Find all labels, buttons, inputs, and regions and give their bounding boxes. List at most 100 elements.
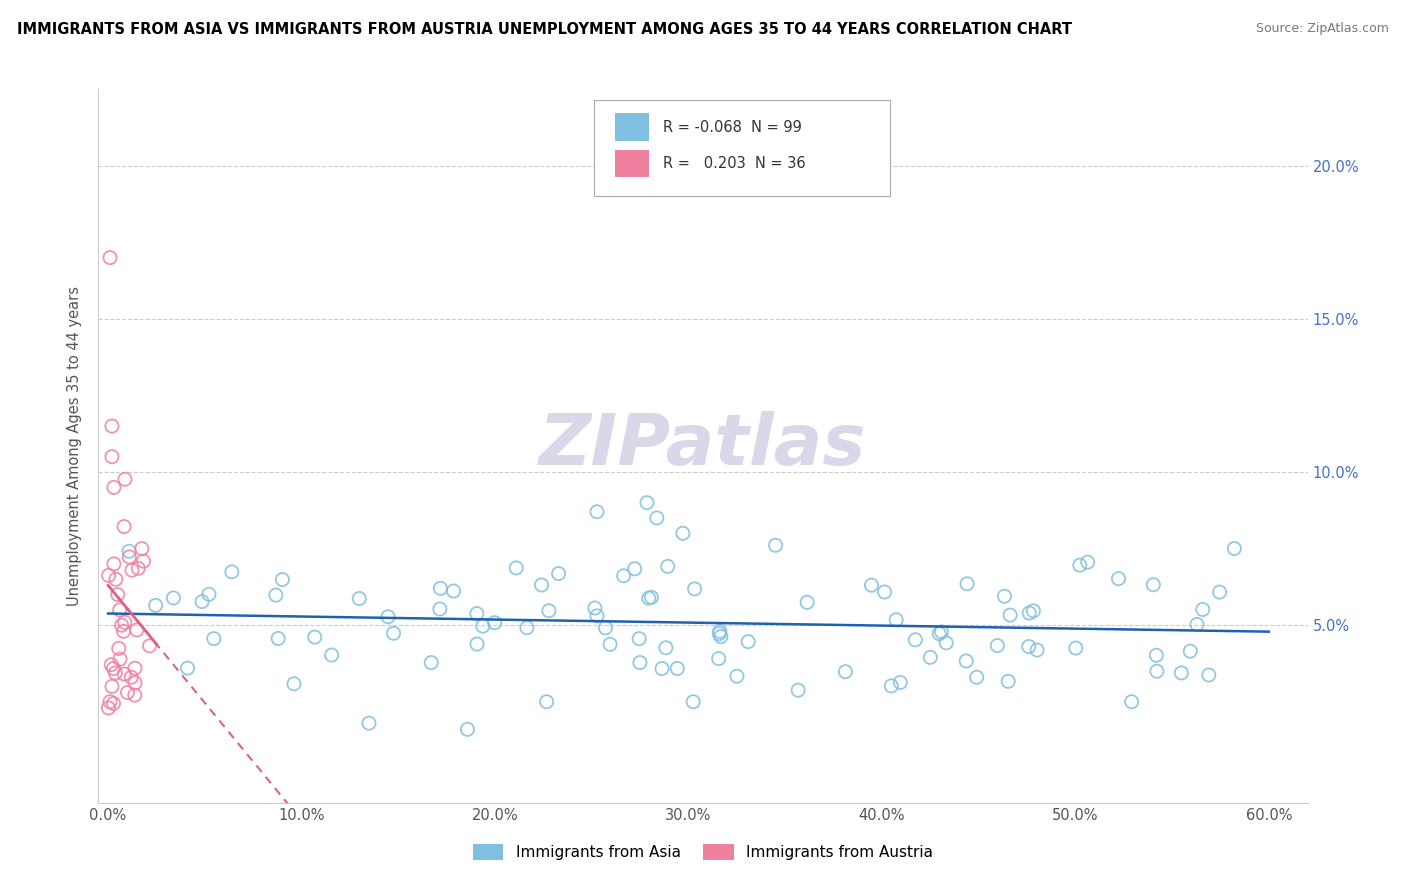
Point bbox=[465, 637, 488, 651]
Point bbox=[108, 603, 131, 617]
Point bbox=[1208, 585, 1230, 599]
Point bbox=[162, 591, 184, 605]
Point bbox=[536, 695, 558, 709]
Point bbox=[1142, 578, 1164, 592]
Point bbox=[103, 697, 125, 711]
Point bbox=[725, 669, 748, 683]
Point bbox=[628, 632, 651, 646]
Point bbox=[1223, 541, 1246, 556]
Point bbox=[456, 723, 478, 737]
Point bbox=[124, 661, 146, 675]
Point bbox=[108, 652, 131, 666]
Point bbox=[1077, 555, 1099, 569]
Point bbox=[1144, 648, 1167, 663]
Point bbox=[484, 615, 506, 630]
Point bbox=[1191, 602, 1213, 616]
Point bbox=[1069, 558, 1091, 573]
Point bbox=[112, 519, 135, 533]
Point bbox=[765, 538, 787, 552]
Point bbox=[1064, 641, 1087, 656]
Point bbox=[103, 480, 125, 494]
Point bbox=[884, 613, 907, 627]
Point bbox=[956, 576, 979, 591]
Point bbox=[112, 624, 135, 639]
Text: IMMIGRANTS FROM ASIA VS IMMIGRANTS FROM AUSTRIA UNEMPLOYMENT AMONG AGES 35 TO 44: IMMIGRANTS FROM ASIA VS IMMIGRANTS FROM … bbox=[17, 22, 1071, 37]
Point bbox=[1022, 604, 1045, 618]
Point bbox=[377, 609, 399, 624]
Point bbox=[710, 630, 733, 644]
FancyBboxPatch shape bbox=[595, 100, 890, 196]
Point bbox=[655, 640, 678, 655]
Point bbox=[103, 557, 125, 571]
Point bbox=[267, 632, 290, 646]
Point bbox=[125, 623, 148, 637]
Point bbox=[966, 670, 988, 684]
Point bbox=[860, 578, 883, 592]
Point bbox=[124, 688, 146, 702]
Point bbox=[683, 582, 706, 596]
Point bbox=[935, 636, 957, 650]
Y-axis label: Unemployment Among Ages 35 to 44 years: Unemployment Among Ages 35 to 44 years bbox=[67, 286, 83, 606]
Point bbox=[264, 588, 287, 602]
Point bbox=[191, 594, 214, 608]
Point bbox=[471, 619, 494, 633]
Point bbox=[101, 680, 124, 694]
Text: Source: ZipAtlas.com: Source: ZipAtlas.com bbox=[1256, 22, 1389, 36]
Point bbox=[111, 618, 134, 632]
Point bbox=[613, 568, 636, 582]
Point bbox=[103, 661, 125, 675]
Point bbox=[104, 572, 127, 586]
Point bbox=[101, 419, 124, 434]
Point bbox=[443, 584, 465, 599]
Point bbox=[530, 578, 553, 592]
Point bbox=[640, 591, 662, 605]
Point bbox=[100, 657, 122, 672]
Point bbox=[429, 582, 451, 596]
Point bbox=[537, 604, 560, 618]
Point bbox=[283, 677, 305, 691]
Point bbox=[382, 626, 405, 640]
Point bbox=[1121, 695, 1143, 709]
Point bbox=[997, 674, 1019, 689]
Point bbox=[120, 670, 142, 684]
Point bbox=[145, 599, 167, 613]
Point bbox=[114, 615, 136, 630]
Bar bbox=[614, 113, 648, 141]
Point bbox=[993, 589, 1015, 603]
Point bbox=[834, 665, 856, 679]
Point bbox=[465, 607, 488, 621]
Point bbox=[101, 450, 124, 464]
Point bbox=[920, 650, 942, 665]
Point bbox=[672, 526, 695, 541]
Point bbox=[429, 602, 451, 616]
Point bbox=[420, 656, 443, 670]
Point bbox=[516, 621, 538, 635]
Point bbox=[221, 565, 243, 579]
Point bbox=[1146, 664, 1168, 678]
Point bbox=[505, 561, 527, 575]
Point bbox=[121, 563, 143, 577]
Point bbox=[132, 554, 155, 568]
Point bbox=[787, 683, 810, 698]
Point bbox=[1185, 617, 1208, 632]
Point bbox=[97, 568, 120, 582]
Point bbox=[131, 541, 153, 556]
Point bbox=[114, 472, 136, 486]
Point bbox=[873, 585, 896, 599]
Point bbox=[955, 654, 977, 668]
Point bbox=[709, 624, 731, 639]
Legend: Immigrants from Asia, Immigrants from Austria: Immigrants from Asia, Immigrants from Au… bbox=[467, 838, 939, 866]
Point bbox=[349, 591, 371, 606]
Text: R = -0.068  N = 99: R = -0.068 N = 99 bbox=[664, 120, 801, 135]
Point bbox=[1170, 665, 1192, 680]
Point bbox=[97, 701, 120, 715]
Bar bbox=[614, 150, 648, 177]
Point bbox=[636, 496, 658, 510]
Point bbox=[107, 641, 129, 656]
Point bbox=[586, 608, 609, 623]
Point bbox=[198, 587, 221, 601]
Point bbox=[889, 675, 911, 690]
Point bbox=[118, 544, 141, 558]
Point bbox=[645, 511, 668, 525]
Point bbox=[271, 573, 294, 587]
